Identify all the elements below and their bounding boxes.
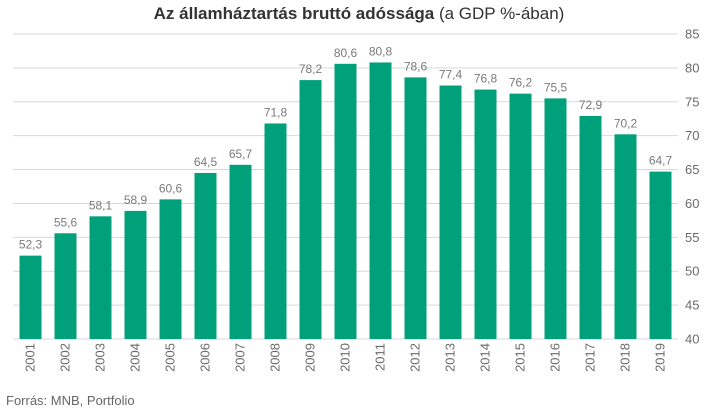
bar [194,172,217,339]
bar [579,116,602,339]
y-tick-label: 70 [685,128,699,143]
x-tick-label: 2007 [233,343,248,372]
bar [54,233,77,339]
x-tick-label: 2019 [653,343,668,372]
bar [264,123,287,339]
data-label: 55,6 [54,215,78,229]
bar [614,134,637,339]
data-label: 78,6 [404,59,428,73]
bar [404,77,427,339]
y-tick-label: 80 [685,60,699,75]
data-label: 70,2 [614,116,638,130]
data-label: 72,9 [579,98,603,112]
x-tick-label: 2013 [443,343,458,372]
y-axis-ticks: 40 45 50 55 60 65 70 75 80 85 [685,27,699,347]
chart-title: Az államháztartás bruttó adóssága (a GDP… [0,4,718,24]
data-label: 80,6 [334,46,358,60]
x-tick-label: 2010 [338,343,353,372]
x-tick-label: 2009 [303,343,318,372]
bar [89,216,112,339]
data-label: 58,9 [124,193,148,207]
bar [649,171,672,339]
data-label: 64,5 [194,155,218,169]
x-tick-label: 2014 [478,343,493,372]
data-label: 64,7 [649,154,673,168]
y-tick-label: 40 [685,332,699,347]
bar [124,210,147,339]
bar [369,62,392,339]
chart-subtitle: (a GDP %-ában) [438,4,565,23]
x-tick-label: 2002 [58,343,73,372]
bar [544,98,567,339]
data-label: 58,1 [89,198,113,212]
bar [19,255,42,339]
x-tick-label: 2001 [23,343,38,372]
data-label: 60,6 [159,181,183,195]
data-label: 76,8 [474,72,498,86]
x-tick-label: 2005 [163,343,178,372]
bar [159,199,182,339]
bar [439,85,462,339]
data-label: 75,5 [544,80,568,94]
x-tick-label: 2004 [128,343,143,372]
chart-title-main: Az államháztartás bruttó adóssága [153,4,435,23]
x-tick-label: 2012 [408,343,423,372]
y-tick-label: 55 [685,230,699,245]
bar [299,80,322,339]
data-label: 78,2 [299,62,323,76]
x-axis-ticks: 2001 2002 2003 2004 2005 2006 2007 2008 2009 2010… [23,343,668,372]
source-note: Forrás: MNB, Portfolio [6,393,135,408]
x-tick-label: 2017 [583,343,598,372]
y-tick-label: 65 [685,162,699,177]
data-label: 80,8 [369,44,393,58]
y-tick-label: 85 [685,27,699,42]
bar [474,89,497,339]
y-tick-label: 75 [685,94,699,109]
x-tick-label: 2008 [268,343,283,372]
data-label: 77,4 [439,68,463,82]
x-tick-label: 2006 [198,343,213,372]
data-label: 76,2 [509,76,533,90]
data-label: 65,7 [229,147,253,161]
data-labels: 52,3 55,6 58,1 58,9 60,6 64,5 65,7 71,8 78,2 80,6… [19,44,673,251]
y-tick-label: 45 [685,298,699,313]
x-tick-label: 2003 [93,343,108,372]
x-tick-label: 2018 [618,343,633,372]
x-tick-label: 2015 [513,343,528,372]
x-tick-label: 2011 [373,343,388,371]
y-tick-label: 50 [685,264,699,279]
bar [509,93,532,340]
x-tick-label: 2016 [548,343,563,372]
data-label: 52,3 [19,238,43,252]
y-tick-label: 60 [685,196,699,211]
bar [334,63,357,339]
data-label: 71,8 [264,105,288,119]
bars [19,62,672,340]
bar [229,164,252,339]
